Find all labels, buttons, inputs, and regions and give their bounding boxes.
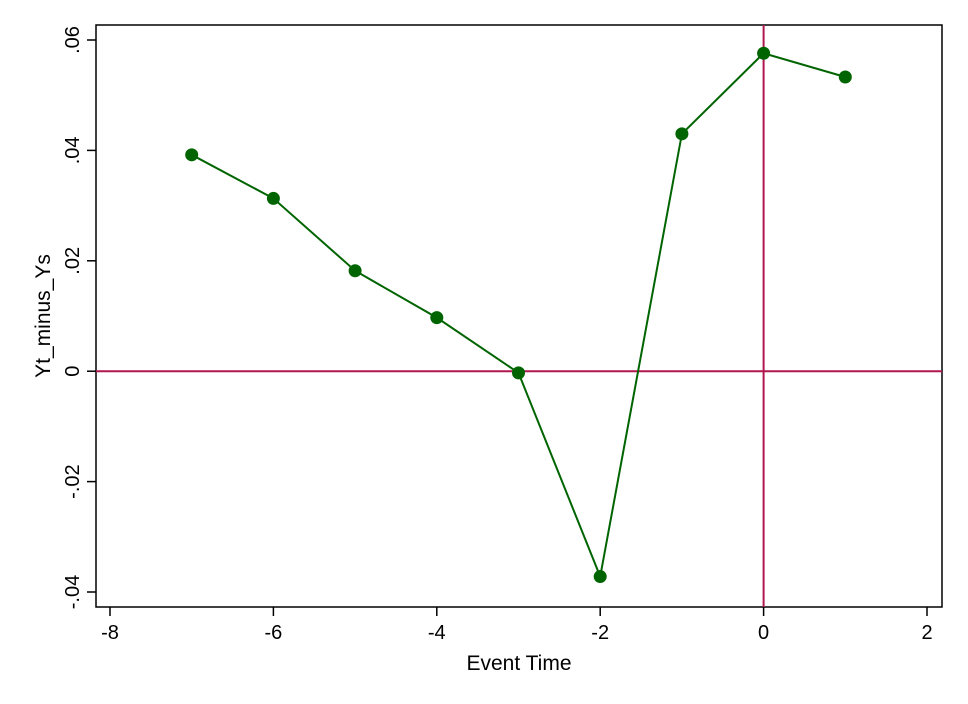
data-point	[593, 570, 607, 584]
x-tick-label: 2	[921, 622, 932, 644]
x-axis: -8 -6 -4 -2 0 2	[101, 607, 933, 644]
y-tick-label: -.02	[62, 464, 84, 498]
y-tick-label: .04	[62, 136, 84, 164]
y-tick-label: .06	[62, 26, 84, 54]
plot-frame	[95, 24, 943, 608]
x-axis-title: Event Time	[466, 652, 571, 675]
y-axis-title: Yt_minus_Ys	[32, 254, 55, 378]
y-tick-label: .02	[62, 247, 84, 275]
series-layer	[185, 46, 852, 584]
data-point	[348, 264, 362, 278]
x-tick-label: 0	[758, 622, 769, 644]
data-point	[675, 127, 689, 141]
data-point	[757, 46, 771, 60]
y-axis: -.04 -.02 0 .02 .04 .06	[62, 26, 96, 609]
series-line	[191, 52, 846, 581]
x-tick-label: -8	[101, 622, 119, 644]
data-point	[430, 311, 444, 325]
x-tick-label: -2	[591, 622, 609, 644]
reference-lines	[96, 25, 942, 607]
data-point	[512, 366, 525, 380]
data-point	[266, 191, 280, 205]
data-point	[838, 70, 852, 84]
y-tick-label: -.04	[62, 575, 84, 609]
x-tick-label: -6	[265, 622, 283, 644]
y-tick-label: 0	[62, 366, 84, 377]
x-tick-label: -4	[428, 622, 446, 644]
data-point	[185, 148, 199, 162]
